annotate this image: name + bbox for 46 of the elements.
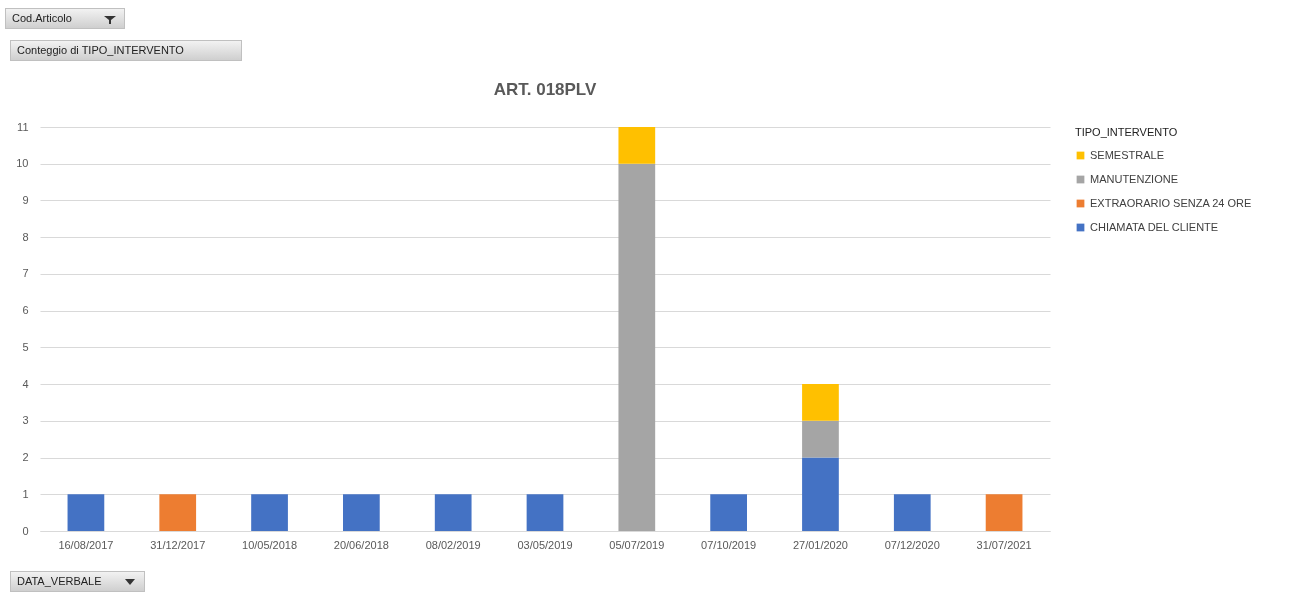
bar [893, 494, 931, 531]
x-tick-label: 05/07/2019 [609, 538, 665, 551]
legend-label: EXTRAORARIO SENZA 24 ORE [1090, 196, 1252, 209]
y-tick-label: 1 [22, 487, 29, 500]
legend-label: SEMESTRALE [1090, 148, 1164, 161]
y-tick-label: 9 [22, 193, 29, 206]
bar [710, 494, 747, 531]
y-tick-label: 0 [22, 524, 29, 537]
y-tick-label: 5 [22, 340, 29, 353]
x-tick-label: 20/06/2018 [333, 538, 389, 551]
bar [802, 384, 839, 421]
y-tick-label: 6 [22, 304, 29, 317]
x-tick-label: 31/07/2021 [976, 538, 1032, 551]
x-tick-label: 07/12/2020 [884, 538, 940, 551]
bar [343, 494, 380, 531]
y-tick-label: 8 [22, 230, 29, 243]
text: Cod.Articolo [5, 8, 125, 29]
y-tick-label: 4 [22, 377, 29, 390]
y-tick-label: 11 [17, 120, 29, 133]
x-tick-label: 16/08/2017 [58, 538, 114, 551]
bar [434, 494, 472, 531]
bar [802, 420, 839, 458]
x-tick-label: 07/10/2019 [701, 538, 757, 551]
bar [251, 494, 288, 531]
legend-title: TIPO_INTERVENTO [1075, 126, 1178, 138]
y-tick-label: 3 [22, 414, 29, 427]
x-tick-label: 03/05/2019 [517, 538, 573, 551]
legend-label: CHIAMATA DEL CLIENTE [1090, 220, 1219, 233]
text: DATA_VERBALE [10, 571, 145, 592]
bar [159, 494, 197, 531]
y-tick-label: 2 [22, 451, 29, 464]
x-tick-label: 08/02/2019 [425, 538, 481, 551]
bar [67, 494, 105, 531]
bar [618, 127, 656, 164]
x-tick-label: 27/01/2020 [792, 538, 848, 551]
y-tick-label: 10 [16, 157, 29, 170]
text: Conteggio di TIPO_INTERVENTO [10, 40, 242, 61]
x-tick-label: 10/05/2018 [242, 538, 298, 551]
bar [618, 163, 656, 531]
bar [802, 457, 839, 531]
x-tick-label: 31/12/2017 [150, 538, 206, 551]
legend-label: MANUTENZIONE [1090, 172, 1178, 185]
bar [526, 494, 564, 531]
bar [985, 494, 1023, 531]
y-tick-label: 7 [22, 267, 29, 280]
chart-title: ART. 018PLV [493, 80, 597, 99]
